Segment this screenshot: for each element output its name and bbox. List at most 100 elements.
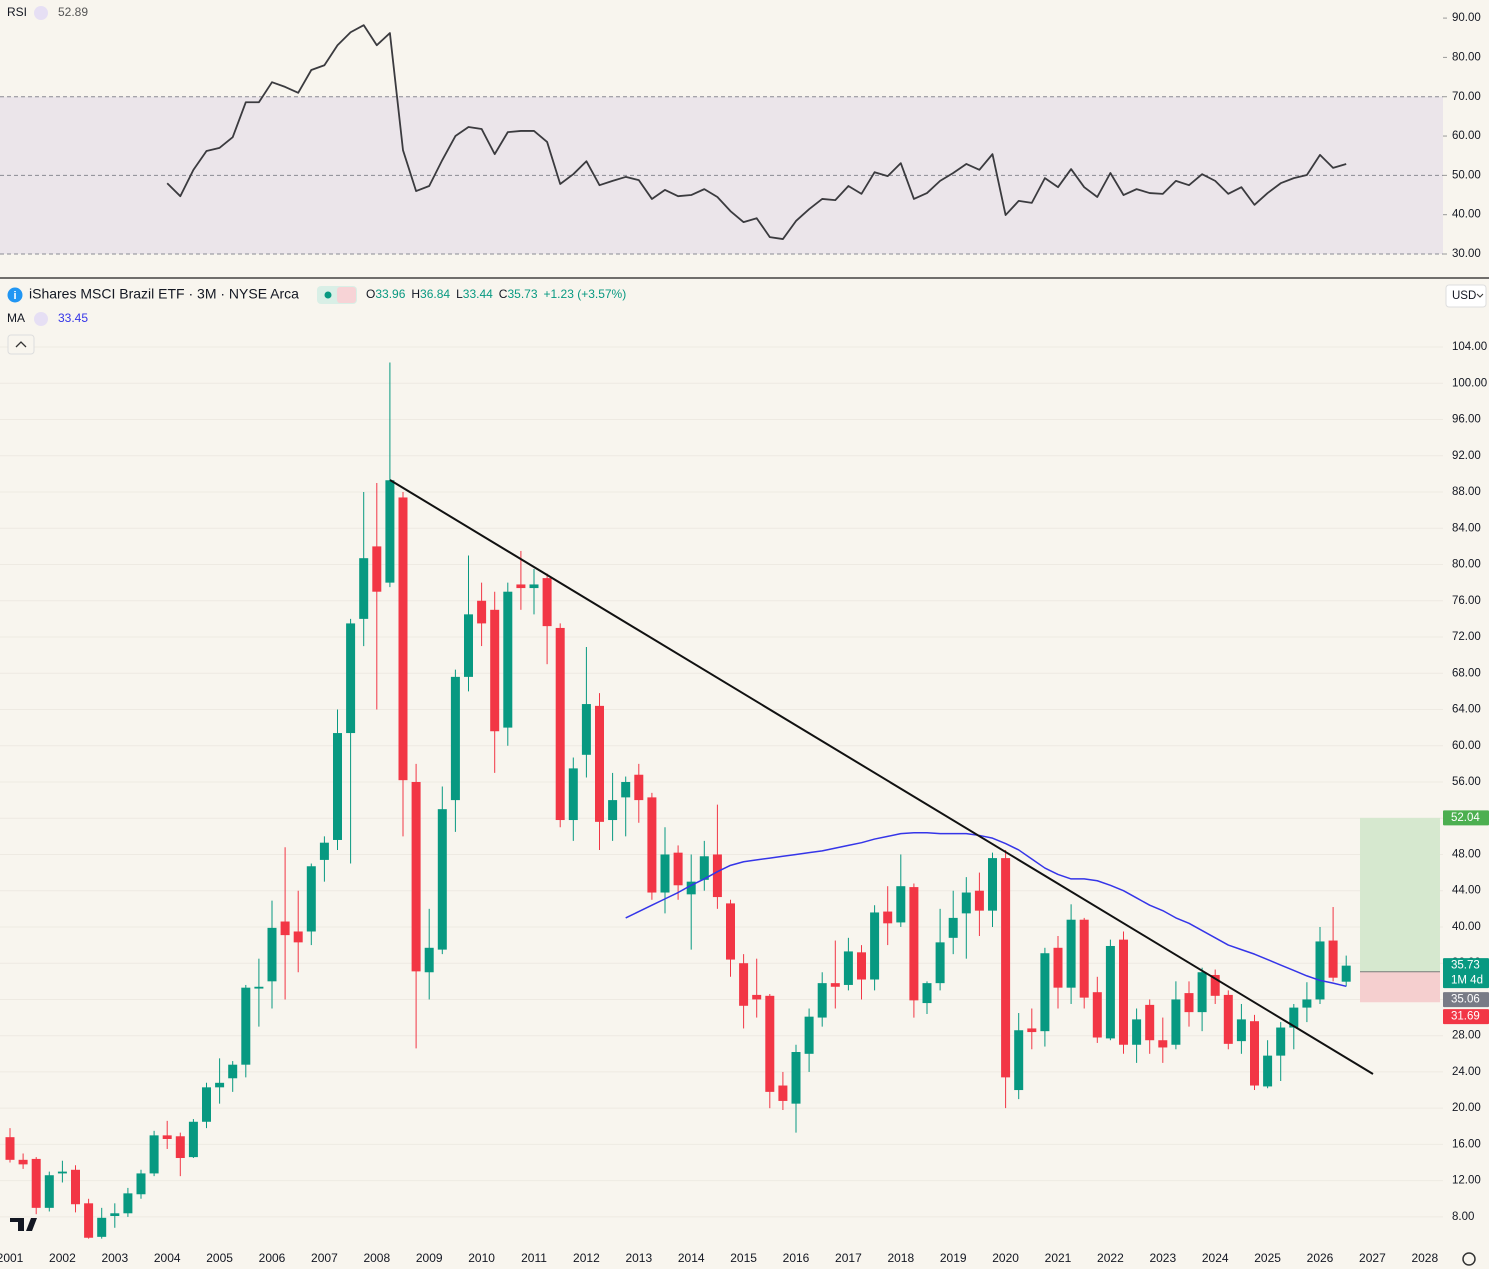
candle-body: [1171, 999, 1181, 1045]
candle-body: [1027, 1028, 1037, 1033]
candle-body: [581, 704, 591, 755]
y-tick-label: 8.00: [1452, 1211, 1474, 1223]
candle-body: [267, 927, 277, 982]
candle-body: [1302, 999, 1312, 1008]
ohlc-legend: O33.96 H36.84 L33.44 C35.73 +1.23 (+3.57%): [366, 287, 626, 301]
y-tick-label: 12.00: [1452, 1175, 1481, 1187]
candle-body: [896, 886, 906, 923]
candle-body: [568, 768, 578, 821]
rsi-settings-icon[interactable]: [34, 6, 48, 20]
x-tick-label: 2004: [154, 1251, 181, 1265]
trendline: [389, 479, 1374, 1075]
candle-body: [922, 983, 932, 1004]
settings-icon[interactable]: [1462, 1252, 1476, 1266]
y-tick-label: 96.00: [1452, 414, 1481, 426]
candle-body: [739, 963, 749, 1006]
collapse-arrow: [15, 341, 27, 348]
candle-body: [1197, 972, 1207, 1013]
target-label-bg: [1443, 810, 1489, 826]
ma-settings-icon[interactable]: [34, 312, 48, 326]
candle-body: [254, 986, 264, 989]
change: +1.23 (+3.57%): [544, 287, 627, 301]
candle-body: [333, 733, 342, 840]
x-tick-label: 2019: [940, 1251, 967, 1265]
candle-body: [726, 903, 735, 960]
y-tick-label: 64.00: [1452, 704, 1481, 716]
candle-body: [1289, 1007, 1299, 1028]
y-tick-label: 20.00: [1452, 1102, 1481, 1114]
rsi-tick-label: 40.00: [1452, 209, 1481, 221]
y-tick-label: 16.00: [1452, 1138, 1481, 1150]
currency-button[interactable]: [1445, 284, 1487, 308]
ohlc-value: 35.73: [507, 287, 537, 301]
entry-label-bg: [1443, 992, 1489, 1008]
stop-label: 31.69: [1451, 1011, 1480, 1023]
candle-body: [647, 797, 657, 893]
y-tick-label: 44.00: [1452, 885, 1481, 897]
candle-body: [621, 781, 631, 798]
collapse-button[interactable]: [7, 334, 35, 355]
candle-body: [280, 921, 290, 936]
candle-body: [398, 497, 408, 781]
ma-value: 33.45: [58, 311, 88, 325]
x-tick-label: 2001: [0, 1251, 24, 1265]
y-tick-label: 80.00: [1452, 559, 1481, 571]
candle-body: [1158, 1040, 1168, 1048]
y-tick-label: 48.00: [1452, 849, 1481, 861]
candle-body: [319, 842, 329, 860]
x-tick-label: 2027: [1359, 1251, 1386, 1265]
y-tick-label: 68.00: [1452, 667, 1481, 679]
x-tick-label: 2017: [835, 1251, 862, 1265]
x-tick-label: 2008: [363, 1251, 390, 1265]
candle-body: [660, 854, 670, 893]
x-tick-label: 2013: [625, 1251, 652, 1265]
candle-body: [1250, 1021, 1259, 1086]
candle-body: [149, 1135, 159, 1174]
candle-body: [765, 995, 775, 1092]
candle-body: [1001, 858, 1011, 1078]
x-tick-label: 2010: [468, 1251, 495, 1265]
ohlc-key: L: [456, 287, 463, 301]
rsi-tick-label: 30.00: [1452, 248, 1481, 260]
rsi-tick-label: 50.00: [1452, 169, 1481, 181]
x-tick-label: 2006: [259, 1251, 286, 1265]
x-tick-label: 2005: [206, 1251, 233, 1265]
candle-body: [437, 809, 447, 950]
candle-body: [857, 952, 866, 980]
y-tick-label: 100.00: [1452, 377, 1487, 389]
x-tick-label: 2014: [678, 1251, 705, 1265]
y-tick-label: 92.00: [1452, 450, 1481, 462]
candle-body: [712, 854, 722, 898]
candle-body: [57, 1171, 67, 1174]
x-tick-label: 2002: [49, 1251, 76, 1265]
status-dot: [324, 291, 332, 299]
candle-body: [385, 480, 395, 583]
countdown: 1M 4d: [1451, 975, 1483, 987]
symbol-icon: [7, 287, 23, 303]
x-tick-label: 2028: [1411, 1251, 1438, 1265]
last-price-label: 35.73: [1451, 960, 1480, 972]
x-tick-label: 2020: [992, 1251, 1019, 1265]
y-tick-label: 88.00: [1452, 486, 1481, 498]
candle-body: [1014, 1030, 1024, 1091]
candle-body: [503, 591, 513, 728]
entry-label: 35.06: [1451, 994, 1480, 1006]
candle-body: [1315, 941, 1325, 1000]
candle-body: [988, 858, 997, 911]
candle-body: [542, 578, 552, 627]
candle-body: [464, 614, 473, 677]
x-tick-label: 2012: [573, 1251, 600, 1265]
candle-body: [870, 912, 880, 980]
candle-body: [752, 994, 762, 1000]
logo: [10, 1218, 37, 1231]
y-tick-label: 72.00: [1452, 631, 1481, 643]
candle-body: [804, 1016, 814, 1054]
candle-body: [909, 887, 919, 1001]
candle-body: [228, 1064, 238, 1079]
position-profit: [1360, 817, 1440, 972]
y-tick-label: 76.00: [1452, 595, 1481, 607]
candle-body: [241, 987, 251, 1065]
candle-body: [1328, 940, 1338, 978]
last-price-label-bg: [1443, 958, 1489, 989]
